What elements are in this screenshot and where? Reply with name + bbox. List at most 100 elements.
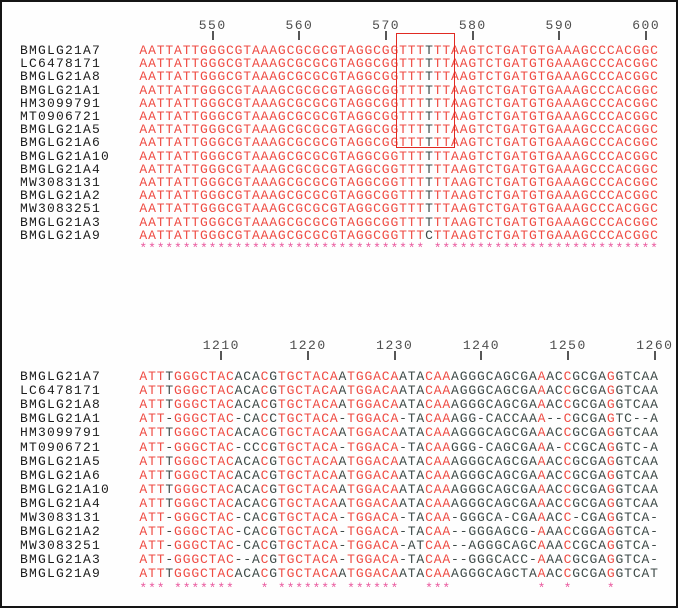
residue-cell: C bbox=[225, 82, 234, 98]
sequence-name[interactable]: MW3083131 bbox=[20, 510, 102, 525]
residue-cell: A bbox=[598, 397, 607, 413]
residue-cell: A bbox=[502, 552, 511, 568]
sequence-name[interactable]: BMGLG21A5 bbox=[20, 122, 102, 138]
residue-cell: T bbox=[208, 538, 217, 554]
sequence-name[interactable]: BMGLG21A6 bbox=[20, 135, 102, 151]
residue-cell: T bbox=[156, 566, 165, 582]
sequence-name[interactable]: BMGLG21A2 bbox=[20, 524, 102, 540]
sequence-name[interactable]: BMGLG21A1 bbox=[20, 82, 102, 98]
residue-cell: - bbox=[477, 439, 485, 455]
residue-cell: A bbox=[416, 524, 425, 540]
residue-cell: A bbox=[563, 135, 572, 151]
residue-cell: C bbox=[598, 201, 607, 217]
residue-cell: T bbox=[243, 175, 252, 190]
residue-cell: G bbox=[502, 397, 511, 413]
residue-cell: C bbox=[563, 566, 572, 582]
residue-cell: G bbox=[174, 495, 182, 511]
residue-cell: A bbox=[390, 467, 399, 483]
residue-cell: A bbox=[312, 495, 321, 511]
residue-cell: T bbox=[338, 95, 347, 111]
residue-cell: A bbox=[433, 538, 442, 554]
residue-cell: A bbox=[442, 397, 451, 413]
residue-cell: C bbox=[303, 82, 312, 98]
residue-cell: A bbox=[528, 495, 537, 511]
sequence-name[interactable]: BMGLG21A2 bbox=[20, 188, 102, 204]
sequence-name[interactable]: BMGLG21A7 bbox=[20, 43, 102, 58]
residue-cell: T bbox=[442, 148, 451, 164]
residue-cell: A bbox=[459, 188, 468, 204]
consensus-asterisk: * bbox=[364, 241, 373, 256]
sequence-name[interactable]: MW3083251 bbox=[20, 538, 102, 554]
residue-cell: G bbox=[546, 82, 555, 98]
sequence-name[interactable]: MT0906721 bbox=[20, 439, 102, 455]
sequence-name[interactable]: BMGLG21A10 bbox=[20, 148, 111, 164]
residue-cell: G bbox=[234, 175, 243, 190]
residue-cell: A bbox=[572, 148, 581, 164]
residue-cell: T bbox=[442, 56, 451, 72]
residue-cell: T bbox=[416, 135, 425, 151]
residue-cell: T bbox=[156, 481, 165, 497]
consensus-gap bbox=[485, 583, 494, 594]
consensus-asterisk: * bbox=[459, 241, 468, 256]
sequence-name[interactable]: BMGLG21A8 bbox=[20, 69, 102, 85]
residue-cell: T bbox=[425, 109, 433, 124]
residue-cell: T bbox=[407, 69, 416, 85]
sequence-name[interactable]: BMGLG21A9 bbox=[20, 227, 102, 243]
residue-cell: T bbox=[433, 135, 442, 151]
residue-cell: G bbox=[355, 439, 364, 455]
residue-cell: G bbox=[329, 214, 338, 230]
residue-cell: A bbox=[494, 566, 503, 582]
residue-cell: C bbox=[650, 161, 658, 177]
sequence-name[interactable]: LC6478171 bbox=[20, 383, 102, 399]
sequence-name[interactable]: BMGLG21A1 bbox=[20, 411, 102, 427]
residue-cell: A bbox=[148, 214, 156, 230]
residue-cell: C bbox=[485, 82, 494, 98]
residue-cell: C bbox=[563, 453, 572, 469]
sequence-name[interactable]: BMGLG21A5 bbox=[20, 453, 102, 469]
sequence-name[interactable]: BMGLG21A3 bbox=[20, 552, 102, 568]
sequence-name[interactable]: BMGLG21A6 bbox=[20, 467, 102, 483]
residue-cell: G bbox=[355, 538, 364, 554]
residue-cell: A bbox=[234, 383, 243, 399]
residue-cell: T bbox=[208, 383, 217, 399]
sequence-name[interactable]: HM3099791 bbox=[20, 425, 102, 441]
residue-cell: G bbox=[208, 214, 217, 230]
residue-cell: C bbox=[260, 538, 269, 554]
sequence-name[interactable]: BMGLG21A10 bbox=[20, 481, 111, 497]
residue-cell: T bbox=[156, 227, 165, 243]
sequence-name[interactable]: MW3083131 bbox=[20, 175, 102, 190]
residue-cell: T bbox=[338, 227, 347, 243]
sequence-residues-row: ATT-GGGCTAC--ACGTGCTACA-TGGACA-TACAA--GG… bbox=[139, 552, 658, 568]
sequence-name[interactable]: MW3083251 bbox=[20, 201, 102, 217]
residue-cell: C bbox=[589, 214, 598, 230]
residue-cell: G bbox=[606, 552, 615, 568]
sequence-name[interactable]: LC6478171 bbox=[20, 56, 102, 72]
sequence-name[interactable]: BMGLG21A3 bbox=[20, 214, 102, 230]
residue-cell: G bbox=[468, 82, 477, 98]
residue-cell: G bbox=[520, 397, 529, 413]
sequence-name[interactable]: BMGLG21A4 bbox=[20, 161, 102, 177]
residue-cell: G bbox=[572, 425, 581, 441]
residue-cell: G bbox=[580, 69, 589, 85]
residue-cell: T bbox=[416, 201, 425, 217]
sequence-name[interactable]: BMGLG21A9 bbox=[20, 566, 102, 582]
residue-cell: G bbox=[468, 524, 477, 540]
residue-cell: G bbox=[191, 411, 200, 427]
residue-cell: G bbox=[355, 566, 364, 582]
sequence-name[interactable]: MT0906721 bbox=[20, 109, 102, 124]
residue-cell: G bbox=[468, 214, 477, 230]
sequence-name[interactable]: BMGLG21A8 bbox=[20, 397, 102, 413]
residue-cell: A bbox=[442, 383, 451, 399]
residue-cell: A bbox=[416, 369, 425, 384]
residue-cell: G bbox=[295, 175, 304, 190]
residue-cell: C bbox=[485, 95, 494, 111]
sequence-name[interactable]: HM3099791 bbox=[20, 95, 102, 111]
ruler-tick-mark bbox=[471, 31, 474, 40]
residue-cell: T bbox=[165, 56, 174, 72]
residue-cell: G bbox=[468, 95, 477, 111]
residue-cell: G bbox=[468, 552, 477, 568]
sequence-name[interactable]: BMGLG21A4 bbox=[20, 495, 102, 511]
residue-cell: G bbox=[468, 439, 477, 455]
sequence-name[interactable]: BMGLG21A7 bbox=[20, 369, 102, 384]
residue-cell: G bbox=[502, 201, 511, 217]
